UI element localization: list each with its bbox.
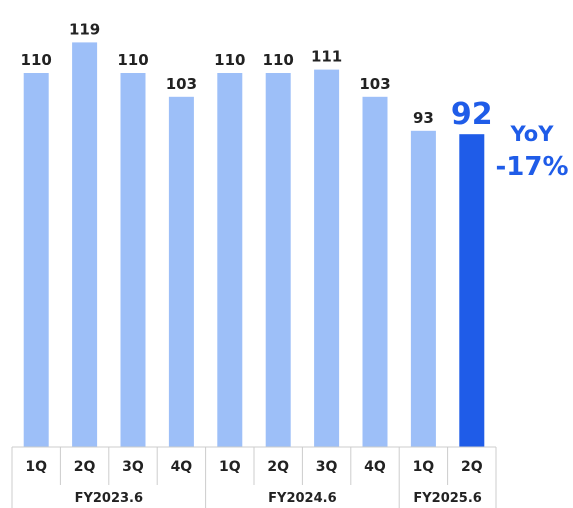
tick-label: 2Q <box>74 459 96 475</box>
tick-label: 2Q <box>267 459 289 475</box>
bar <box>168 96 194 448</box>
tick-label: 4Q <box>171 459 193 475</box>
bar <box>23 73 49 447</box>
bar <box>120 73 146 447</box>
group-label: FY2023.6 <box>75 491 143 506</box>
yoy-value: -17% <box>495 152 568 182</box>
bar <box>314 69 340 447</box>
tick-label: 1Q <box>413 459 435 475</box>
data-label: 119 <box>69 20 100 38</box>
yoy-annotation: YoY -17% <box>495 122 568 182</box>
tick-label: 3Q <box>122 459 144 475</box>
data-label: 110 <box>214 51 245 69</box>
bar-highlight <box>459 134 485 447</box>
x-axis: 1Q 2Q 3Q 4Q 1Q 2Q 3Q 4Q 1Q 2Q FY2023.6 FY2024.6 FY20… <box>11 446 497 508</box>
data-label: 103 <box>359 75 390 93</box>
bar <box>72 42 98 448</box>
tick-label: 2Q <box>461 459 483 475</box>
yoy-label: YoY <box>510 122 555 146</box>
data-label: 110 <box>117 51 148 69</box>
group-label: FY2025.6 <box>413 491 481 506</box>
tick-label: 1Q <box>25 459 47 475</box>
data-label: 92 <box>451 97 493 132</box>
tick-label: 3Q <box>316 459 338 475</box>
group-label: FY2024.6 <box>268 491 336 506</box>
bar <box>362 96 388 448</box>
bar <box>410 130 436 448</box>
bar <box>265 73 291 447</box>
tick-label: 1Q <box>219 459 241 475</box>
data-label: 110 <box>21 51 52 69</box>
data-label: 110 <box>263 51 294 69</box>
data-label: 103 <box>166 75 197 93</box>
bar <box>217 73 243 447</box>
tick-label: 4Q <box>364 459 386 475</box>
data-label: 111 <box>311 48 342 66</box>
data-label: 93 <box>413 109 434 127</box>
